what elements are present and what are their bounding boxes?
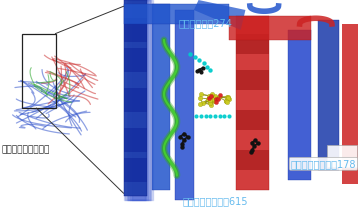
Bar xyxy=(22,34,56,108)
Polygon shape xyxy=(318,20,339,170)
Bar xyxy=(124,128,147,152)
Text: フェニルアラニン178: フェニルアラニン178 xyxy=(291,159,356,169)
Bar xyxy=(124,48,147,72)
Bar xyxy=(236,70,269,90)
Text: フェニルアラニン615: フェニルアラニン615 xyxy=(182,196,247,206)
Polygon shape xyxy=(175,10,194,200)
Polygon shape xyxy=(152,4,170,189)
Bar xyxy=(327,144,357,167)
Bar xyxy=(124,18,147,42)
Text: 薬剤結合部位の拡大: 薬剤結合部位の拡大 xyxy=(2,146,50,155)
Polygon shape xyxy=(236,16,269,189)
Polygon shape xyxy=(124,0,147,196)
Bar xyxy=(236,34,269,54)
Bar xyxy=(124,88,147,112)
Text: アスパラギン274: アスパラギン274 xyxy=(179,18,233,28)
Polygon shape xyxy=(287,30,311,180)
Bar xyxy=(124,158,147,181)
Bar xyxy=(124,0,358,200)
Polygon shape xyxy=(342,24,358,184)
Polygon shape xyxy=(194,0,246,30)
Polygon shape xyxy=(229,16,311,40)
Bar xyxy=(236,110,269,130)
Bar xyxy=(236,150,269,170)
Polygon shape xyxy=(124,4,229,24)
